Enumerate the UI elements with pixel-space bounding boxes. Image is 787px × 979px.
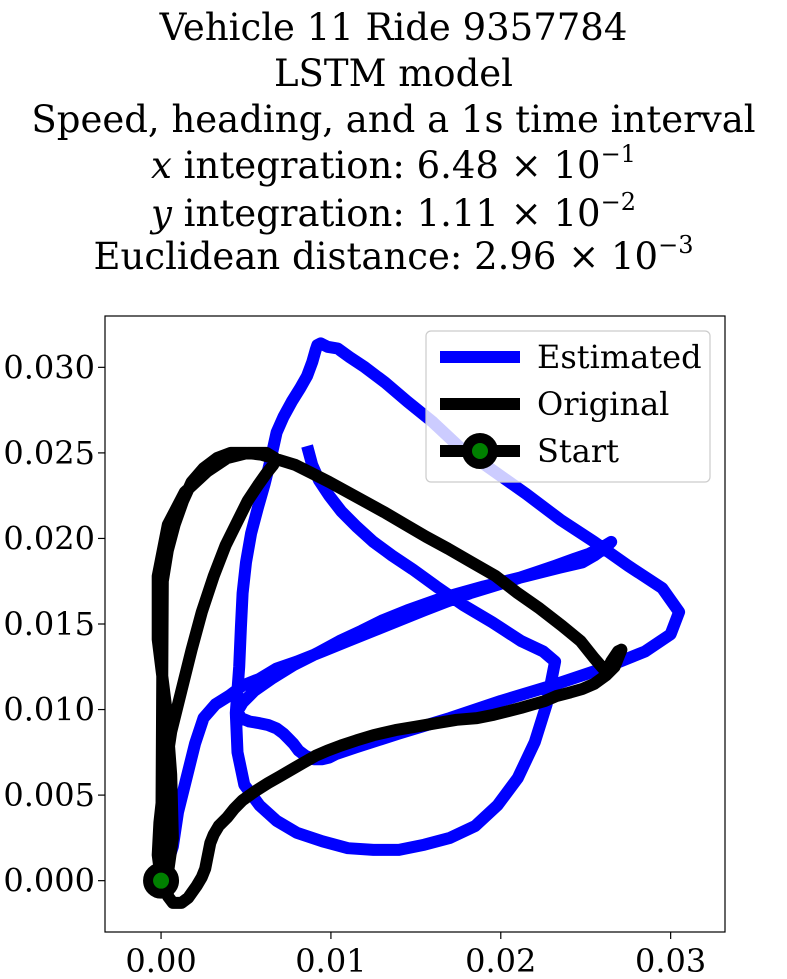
start-marker-layer bbox=[143, 862, 180, 899]
legend-start-marker bbox=[462, 433, 498, 469]
title-line-1: Vehicle 11 Ride 9357784 bbox=[159, 6, 628, 49]
metric-euclidean-distance: Euclidean distance: 2.96 × 10−3 bbox=[93, 231, 694, 278]
x-tick-label: 0.00 bbox=[125, 942, 196, 979]
x-tick-label: 0.03 bbox=[635, 942, 706, 979]
y-tick-label: 0.010 bbox=[3, 691, 95, 729]
title-line-2: LSTM model bbox=[273, 52, 514, 95]
y-axis: 0.000 0.005 0.010 0.015 0.020 0.025 0.030 bbox=[3, 348, 105, 900]
series-line-original bbox=[151, 446, 628, 909]
title-line-3: Speed, heading, and a 1s time interval bbox=[31, 98, 756, 141]
start-point-marker bbox=[143, 862, 180, 899]
metric-x-integration: x integration: 6.48 × 10−1 bbox=[151, 140, 636, 187]
legend-box bbox=[425, 330, 711, 483]
y-tick-label: 0.025 bbox=[3, 434, 95, 472]
y-tick-label: 0.015 bbox=[3, 605, 95, 643]
x-tick-label: 0.02 bbox=[465, 942, 536, 979]
y-tick-label: 0.020 bbox=[3, 519, 95, 557]
legend-label-start: Start bbox=[537, 432, 619, 470]
y-tick-label: 0.005 bbox=[3, 776, 95, 814]
series-line-estimated bbox=[155, 337, 686, 883]
legend-label-original: Original bbox=[537, 385, 669, 423]
series-layer bbox=[151, 337, 686, 909]
metric-y-integration: y integration: 1.11 × 10−2 bbox=[151, 188, 636, 235]
x-axis: 0.00 0.01 0.02 0.03 bbox=[125, 932, 706, 979]
y-tick-label: 0.030 bbox=[3, 348, 95, 386]
y-tick-label: 0.000 bbox=[3, 862, 95, 900]
legend: Estimated Original Start bbox=[425, 330, 711, 483]
x-tick-label: 0.01 bbox=[295, 942, 366, 979]
legend-label-estimated: Estimated bbox=[537, 338, 702, 376]
